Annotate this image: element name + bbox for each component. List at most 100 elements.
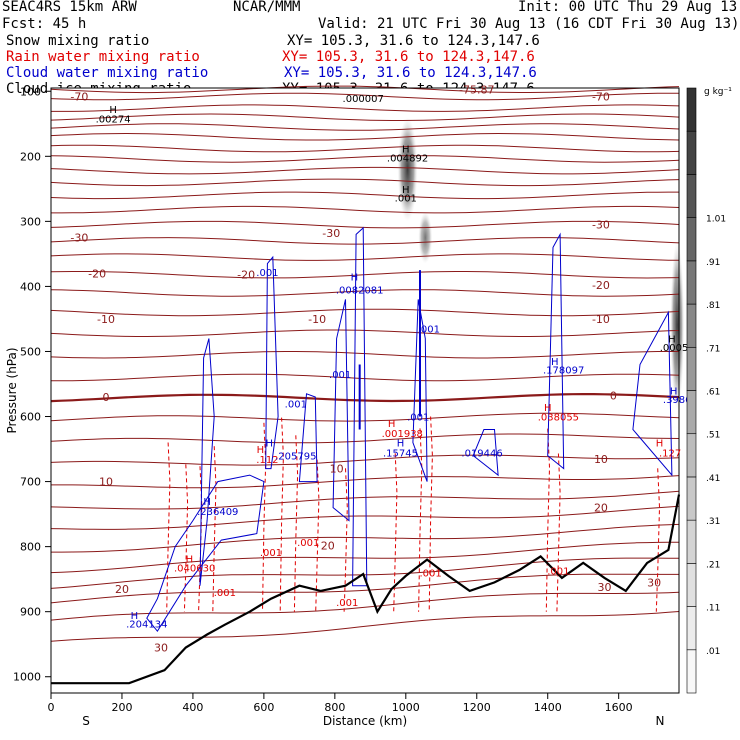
cloud-water-contour: [547, 232, 565, 470]
isotherm-label: -10: [592, 313, 610, 326]
max-value-label: .001: [407, 413, 429, 424]
max-value-label: H: [257, 445, 265, 456]
max-value-label: .0082081: [336, 286, 384, 297]
isotherm-line: [50, 178, 680, 187]
y-tick-label: 500: [20, 345, 41, 358]
isotherm-label: -30: [592, 219, 610, 232]
x-axis-title: Distance (km): [323, 714, 407, 728]
isotherm-label: -70: [70, 90, 88, 103]
x-tick-label: 600: [253, 701, 274, 714]
colorbar-swatch: [686, 217, 697, 262]
colorbar-swatch: [686, 563, 697, 607]
y-tick-label: 1000: [13, 671, 41, 684]
ice-shading: [397, 117, 685, 411]
max-value-label: .15745: [383, 448, 418, 459]
plot-border: [50, 87, 680, 694]
isotherm-label: 20: [115, 583, 129, 596]
cloud-water-contour: [412, 299, 428, 482]
isotherm-line: [50, 505, 680, 530]
isotherm-label: -70: [592, 90, 610, 103]
y-tick-label: 400: [20, 280, 41, 293]
isotherm-label: 30: [154, 641, 168, 654]
colorbar-swatch: [686, 87, 697, 132]
colorbar-label: 1.01: [706, 215, 726, 225]
max-value-label: H: [388, 419, 396, 430]
isotherm-line: [50, 144, 680, 153]
isotherm-line: [50, 454, 680, 466]
y-tick-label: 300: [20, 215, 41, 228]
x-tick-label: 0: [48, 701, 55, 714]
max-value-label: .001: [214, 588, 236, 599]
isotherm-line: [50, 271, 680, 279]
max-value-label: .001938: [382, 429, 423, 440]
isotherm-label: 30: [597, 581, 611, 594]
colorbar-label: .21: [706, 560, 720, 570]
colorbar-label: .61: [706, 388, 720, 398]
colorbar-label: .81: [706, 301, 720, 311]
isotherm-line: [50, 351, 679, 359]
x-tick-label: 200: [111, 701, 132, 714]
isotherm-label: 10: [99, 476, 113, 489]
cloud-water-contour: [352, 226, 368, 587]
isotherm-line: [50, 92, 679, 101]
rain-contour: [183, 464, 189, 612]
max-value-label: .001: [329, 370, 351, 381]
colorbar-swatch: [686, 260, 697, 305]
x-tick-label: 800: [324, 701, 345, 714]
colorbar-label: .31: [706, 517, 720, 527]
colorbar-swatch: [686, 433, 697, 478]
max-value-label: .001: [256, 268, 278, 279]
cloud-water-contour: [472, 429, 499, 477]
max-value-label: .236409: [197, 507, 238, 518]
colorbar-swatch: [686, 649, 697, 694]
center-name: NCAR/MMM: [233, 0, 301, 15]
max-value-label: .001: [336, 598, 358, 609]
isotherm-line: [51, 475, 680, 489]
max-value-label: .127: [659, 448, 681, 459]
cloud-water-contour: [199, 338, 215, 586]
isotherm-line: [51, 205, 680, 214]
max-value-label: H: [351, 273, 359, 284]
y-tick-label: 900: [20, 606, 41, 619]
field-label-snow: Snow mixing ratio: [6, 33, 150, 49]
max-value-label: .3986: [663, 395, 692, 406]
colorbar: .01 .11 .21 .31 .41 .51 .61 .71 .81 .91 1.01 g kg⁻¹: [686, 87, 732, 694]
terrain-profile: [51, 494, 681, 685]
model-title: SEAC4RS 15km ARW: [2, 0, 137, 15]
isotherm-label: -20: [592, 279, 610, 292]
isotherm-label: 0: [610, 390, 617, 403]
max-value-label: H: [131, 611, 139, 622]
rain-contour: [293, 435, 299, 612]
isotherm-line: [50, 220, 680, 229]
y-axis-title: Pressure (hPa): [5, 347, 19, 433]
isotherm-line: [50, 191, 679, 200]
isotherm-line: [51, 523, 680, 553]
y-tick-label: 100: [20, 85, 41, 98]
max-value-label: .004892: [387, 154, 428, 165]
max-value-label: H: [203, 497, 211, 508]
axes: 0 200 400 600 800 1000 1200 1400 160010009008007…: [5, 85, 664, 728]
south-label: S: [82, 714, 90, 728]
rain-contour: [393, 453, 398, 612]
rain-contour: [418, 428, 423, 612]
cloud-water-contour: [298, 393, 318, 483]
forecast-hour: Fcst: 45 h: [2, 16, 87, 32]
isotherm-label: 20: [321, 539, 335, 552]
max-value-label: H: [402, 145, 410, 156]
isotherm-line: [50, 557, 680, 589]
chart-header: SEAC4RS 15km ARW Fcst: 45 h NCAR/MMM Ini…: [0, 0, 740, 97]
colorbar-label: .71: [706, 344, 720, 354]
temperature-contours: [50, 85, 680, 642]
isotherm-line: [50, 573, 679, 604]
rain-contour: [545, 428, 551, 612]
x-tick-label: 400: [182, 701, 203, 714]
max-value-label: .001: [297, 538, 319, 549]
max-value-label: .019446: [461, 448, 502, 459]
rain-contour: [279, 417, 284, 612]
cloud-water-contour: [265, 255, 279, 470]
rain-contour: [655, 468, 661, 612]
colorbar-label: .01: [706, 647, 720, 657]
isotherm-label: -20: [88, 267, 106, 280]
rain-contour: [212, 446, 217, 612]
colorbar-label: .51: [706, 431, 720, 441]
